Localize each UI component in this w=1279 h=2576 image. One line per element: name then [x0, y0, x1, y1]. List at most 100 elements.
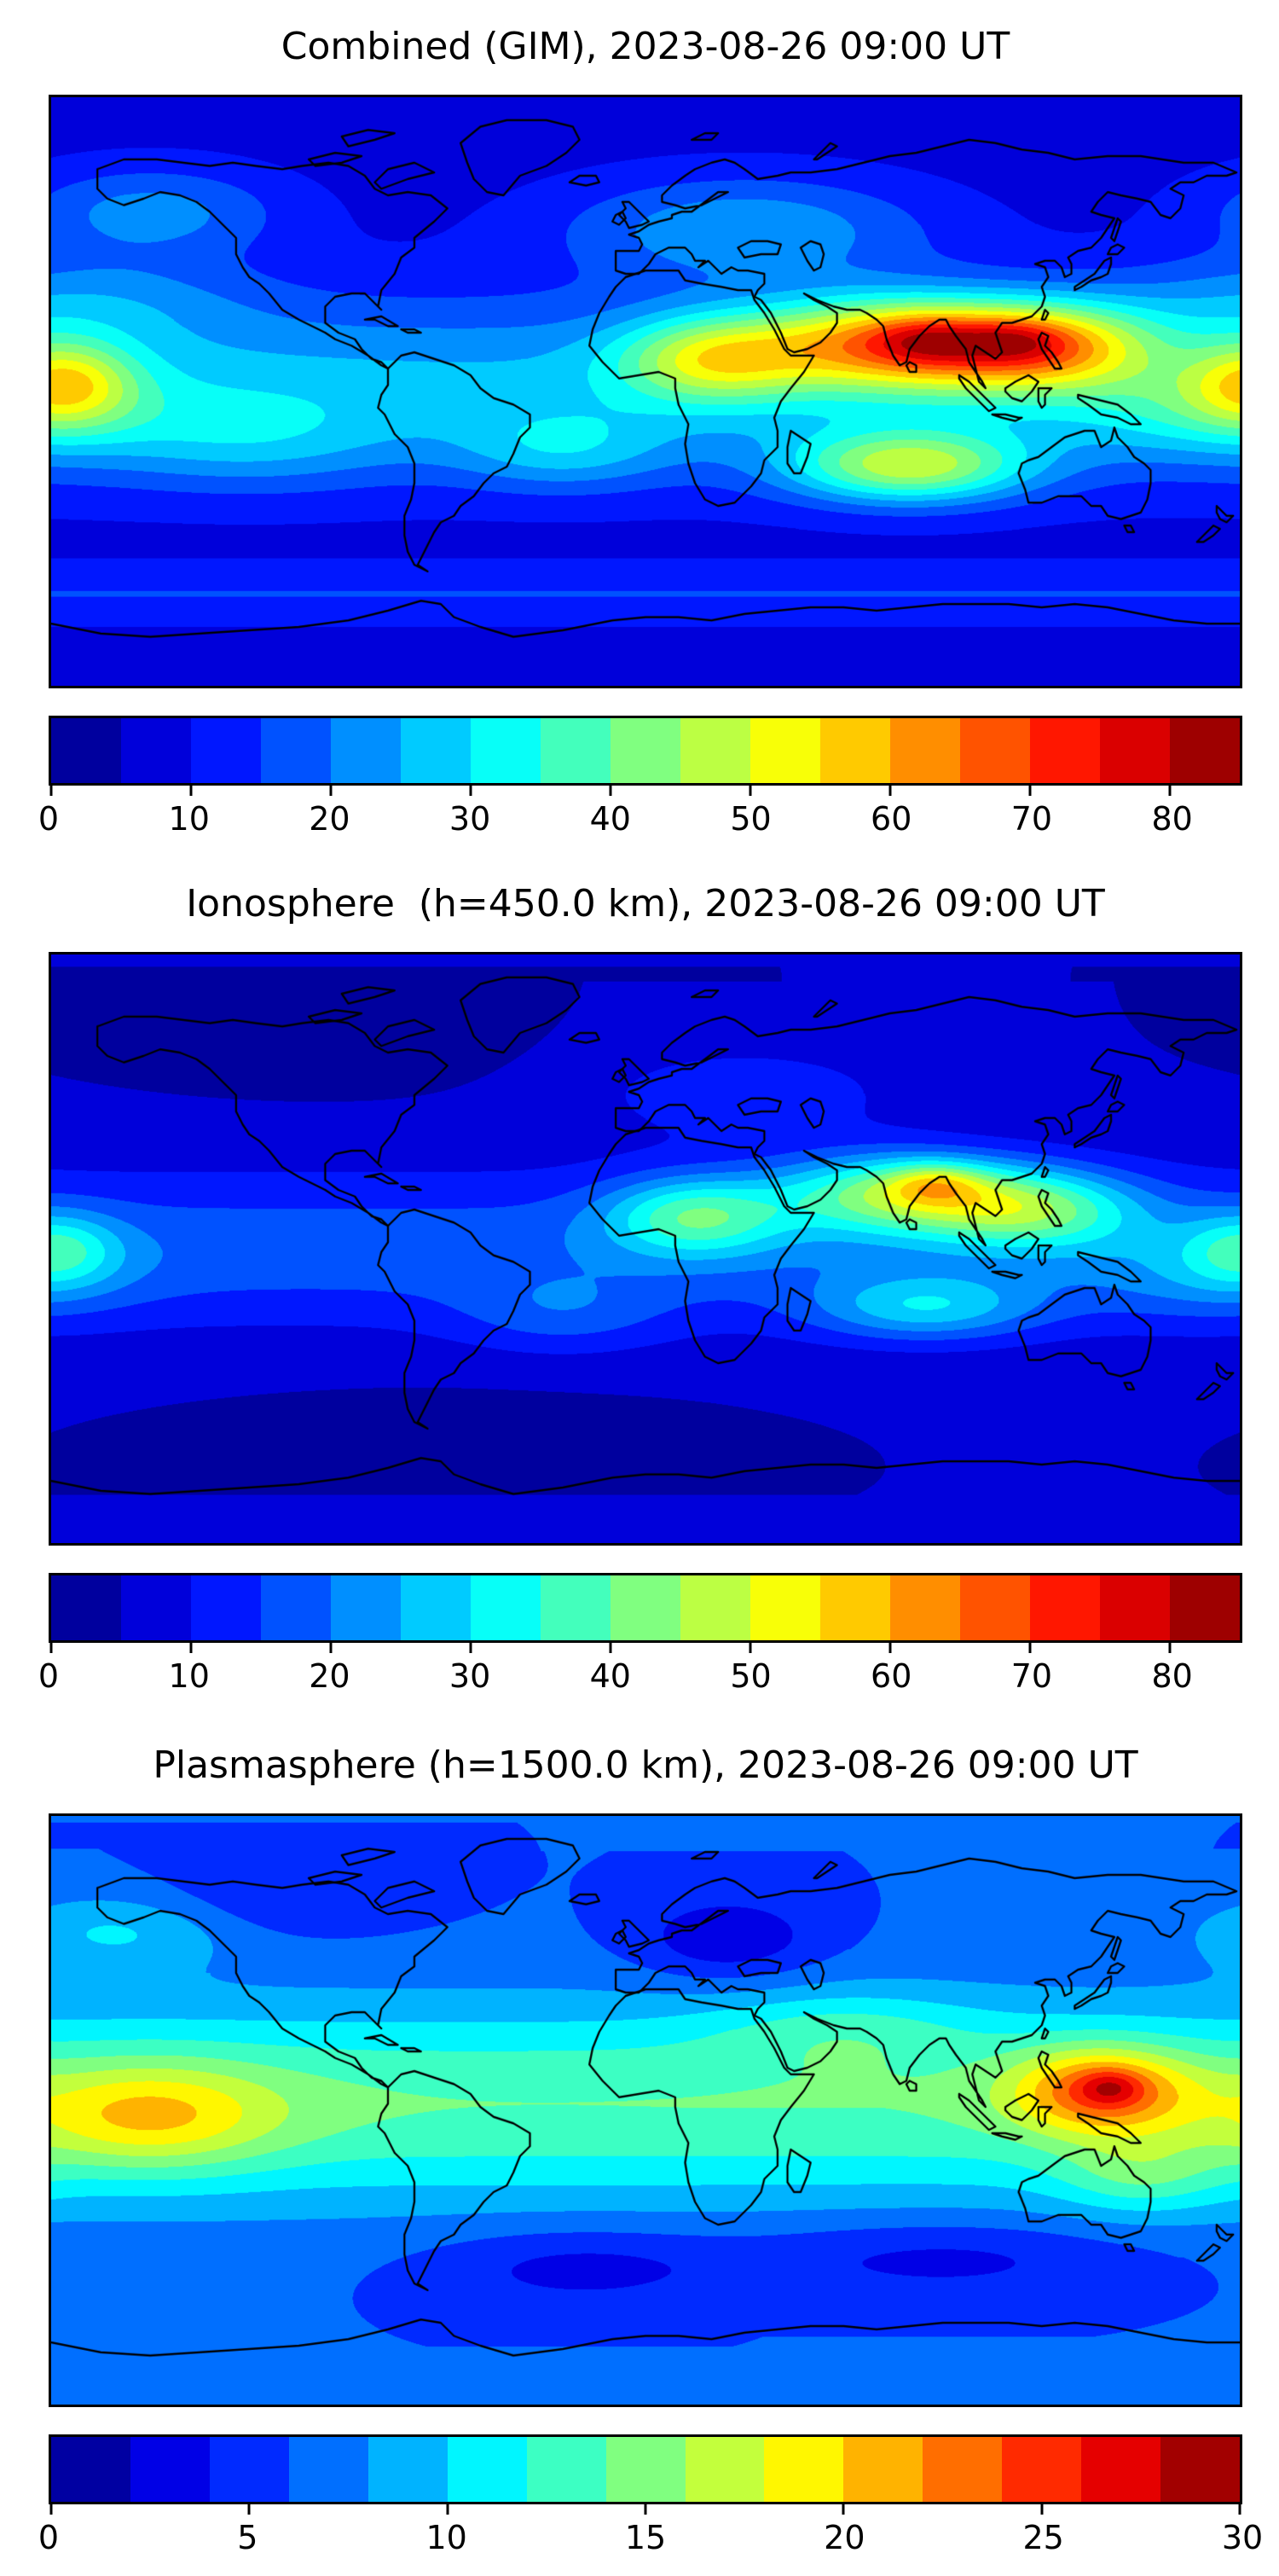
colorbar-tick-label: 30 [449, 800, 491, 838]
colorbar-tick-label: 10 [168, 800, 210, 838]
colorbar-segment [51, 1575, 121, 1640]
colorbar-tick-labels-ionosphere: 0 10 20 30 40 50 60 70 80 [38, 1656, 1242, 1699]
colorbar-plasmasphere [49, 2434, 1242, 2515]
colorbar-tick-mark [189, 1642, 193, 1653]
colorbar-segment [1030, 1575, 1100, 1640]
colorbar-segment [750, 1575, 820, 1640]
colorbar-tick-mark [888, 1642, 892, 1653]
colorbar-segment [1081, 2437, 1161, 2502]
colorbar-segment [130, 2437, 210, 2502]
colorbar-segment [960, 718, 1030, 783]
colorbar-tick-mark [49, 1642, 53, 1653]
colorbar-tick-label: 40 [589, 800, 631, 838]
colorbar-segment [680, 718, 750, 783]
panel-ionosphere: Ionosphere (h=450.0 km), 2023-08-26 09:0… [0, 879, 1279, 1714]
colorbar-tick-mark [1168, 785, 1172, 796]
colorbar-segment [331, 1575, 401, 1640]
map-frame-ionosphere [49, 952, 1242, 1546]
colorbar-tick-label: 70 [1010, 800, 1053, 838]
colorbar-tick-mark [469, 1642, 472, 1653]
colorbar-tick-mark [469, 785, 472, 796]
colorbar-segment [750, 718, 820, 783]
colorbar-tick-label: 10 [425, 2519, 467, 2556]
colorbar-segment [191, 1575, 261, 1640]
colorbar-segment [51, 718, 121, 783]
colorbar-segment [820, 1575, 890, 1640]
colorbar-segment [471, 718, 541, 783]
colorbar-tick-label: 20 [309, 800, 350, 838]
colorbar-segment [191, 718, 261, 783]
colorbar-tick-mark [749, 785, 752, 796]
panel-plasmasphere: Plasmasphere (h=1500.0 km), 2023-08-26 0… [0, 1740, 1279, 2576]
colorbar-segment [121, 718, 191, 783]
colorbar-segment [680, 1575, 750, 1640]
colorbar-tick-labels-plasmasphere: 0 5 10 15 20 25 30 [38, 2518, 1263, 2561]
colorbar-segment [1170, 718, 1240, 783]
colorbar-tick-label: 25 [1022, 2519, 1064, 2556]
world-map-canvas-plasmasphere [51, 1816, 1240, 2405]
colorbar-tick-mark [247, 2503, 251, 2515]
colorbar-segment [447, 2437, 527, 2502]
colorbar-segment [923, 2437, 1003, 2502]
map-frame-combined [49, 95, 1242, 688]
colorbar-tick-mark [644, 2503, 647, 2515]
colorbar-combined [49, 716, 1242, 796]
colorbar-tick-mark [888, 785, 892, 796]
colorbar-segment [209, 2437, 289, 2502]
colorbar-segment [261, 1575, 331, 1640]
colorbar-segment [401, 1575, 471, 1640]
colorbar-tick-label: 20 [824, 2519, 865, 2556]
colorbar-tick-label: 80 [1151, 800, 1193, 838]
colorbar-segment [611, 718, 680, 783]
colorbar-segment [331, 718, 401, 783]
panel-combined: Combined (GIM), 2023-08-26 09:00 UT 0 10 2… [0, 21, 1279, 857]
colorbar-segment [1170, 1575, 1240, 1640]
colorbar-segment [541, 718, 611, 783]
colorbar-tick-mark [189, 785, 193, 796]
colorbar-tick-mark [329, 1642, 333, 1653]
colorbar-ionosphere [49, 1573, 1242, 1653]
colorbar-segment [261, 718, 331, 783]
colorbar-tick-mark [49, 2503, 53, 2515]
colorbar-tick-label: 0 [38, 1657, 60, 1695]
colorbar-tick-mark [446, 2503, 449, 2515]
colorbar-segment [526, 2437, 606, 2502]
map-frame-plasmasphere [49, 1813, 1242, 2407]
colorbar-segment [764, 2437, 844, 2502]
world-map-canvas-combined [51, 97, 1240, 686]
colorbar-segment [605, 2437, 686, 2502]
colorbar-tick-label: 0 [38, 800, 60, 838]
colorbar-tick-label: 10 [168, 1657, 210, 1695]
colorbar-segment [1100, 1575, 1170, 1640]
colorbar-tick-mark [1028, 1642, 1032, 1653]
colorbar-tick-label: 50 [730, 1657, 772, 1695]
colorbar-tick-label: 30 [1221, 2519, 1264, 2556]
colorbar-tick-label: 15 [624, 2519, 667, 2556]
colorbar-segment [820, 718, 890, 783]
colorbar-tick-mark [1168, 1642, 1172, 1653]
colorbar-tick-mark [49, 785, 53, 796]
colorbar-tick-label: 60 [871, 800, 912, 838]
colorbar-segment [121, 1575, 191, 1640]
colorbar-segment [890, 718, 960, 783]
colorbar-tick-label: 70 [1010, 1657, 1053, 1695]
colorbar-segment [843, 2437, 923, 2502]
colorbar-segment [1100, 718, 1170, 783]
colorbar-segment [288, 2437, 368, 2502]
colorbar-segment [471, 1575, 541, 1640]
colorbar-tick-mark [1238, 2503, 1241, 2515]
colorbar-tick-label: 40 [589, 1657, 631, 1695]
colorbar-tick-mark [609, 1642, 612, 1653]
colorbar-segment [51, 2437, 130, 2502]
colorbar-segment [960, 1575, 1030, 1640]
colorbar-segment [401, 718, 471, 783]
colorbar-tick-label: 60 [871, 1657, 912, 1695]
colorbar-tick-mark [329, 785, 333, 796]
colorbar-tick-label: 5 [237, 2519, 258, 2556]
colorbar-tick-label: 20 [309, 1657, 350, 1695]
colorbar-tick-labels-combined: 0 10 20 30 40 50 60 70 80 [38, 799, 1242, 842]
colorbar-segment [1160, 2437, 1241, 2502]
colorbar-segment [1002, 2437, 1082, 2502]
colorbar-segment [367, 2437, 448, 2502]
colorbar-tick-mark [1040, 2503, 1044, 2515]
